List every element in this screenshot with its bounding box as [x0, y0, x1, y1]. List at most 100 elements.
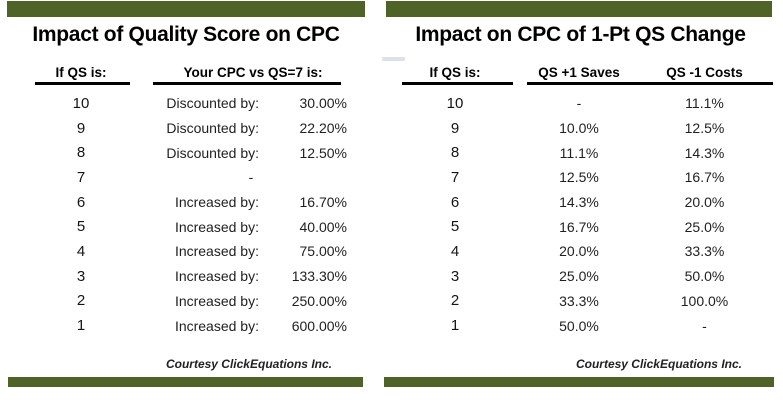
costs-value: 14.3%	[684, 144, 725, 161]
right-col-header-qs-plus1-saves: QS +1 Saves	[538, 65, 620, 80]
costs-value: -	[702, 317, 707, 334]
table-row: 7-	[7, 165, 365, 190]
qs-value: 3	[450, 267, 460, 285]
qs-value: 1	[76, 317, 86, 335]
table-row: 9 Discounted by: 22.20%	[7, 116, 365, 141]
costs-value: 12.5%	[684, 120, 725, 137]
qs-value: 4	[76, 242, 86, 260]
stray-line-artifact	[382, 57, 405, 61]
table-row: 10 - 11.1%	[386, 91, 775, 116]
top-accent-bar	[7, 1, 365, 17]
cpc-change-value: 75.00%	[299, 243, 347, 260]
saves-value: 12.5%	[559, 169, 599, 186]
table-row: 8 Discounted by: 12.50%	[7, 140, 365, 165]
bottom-accent-bar	[8, 377, 363, 387]
table-row: 10 Discounted by: 30.00%	[7, 91, 365, 116]
bottom-accent-bar	[384, 377, 774, 387]
qs-value: 10	[446, 94, 464, 112]
costs-value: 16.7%	[684, 169, 725, 186]
table-row: 4 Increased by: 75.00%	[7, 239, 365, 264]
qs-value: 9	[450, 119, 460, 137]
table-row: 9 10.0% 12.5%	[386, 116, 775, 141]
table-row: 2 33.3% 100.0%	[386, 289, 775, 314]
saves-value: 14.3%	[559, 194, 599, 211]
table-row: 5 Increased by: 40.00%	[7, 214, 365, 239]
table-row: 4 20.0% 33.3%	[386, 239, 775, 264]
saves-value: 20.0%	[559, 243, 599, 260]
qs-change-cpc-table-panel: Impact on CPC of 1-Pt QS Change If QS is…	[384, 0, 775, 404]
qs-value: 5	[450, 218, 460, 236]
adjustment-label: Discounted by:	[166, 144, 259, 161]
courtesy-credit: Courtesy ClickEquations Inc.	[575, 357, 742, 371]
qs-value: 2	[76, 292, 86, 310]
qs-value: 3	[76, 267, 86, 285]
cpc-change-value: 40.00%	[299, 218, 347, 235]
left-col-header-cpc-vs-qs7: Your CPC vs QS=7 is:	[183, 65, 323, 80]
cpc-change-value: 250.00%	[291, 292, 347, 309]
cpc-change-dash: -	[248, 169, 254, 186]
qs-value: 9	[76, 119, 86, 137]
cpc-change-value: 133.30%	[291, 268, 347, 285]
costs-value: 100.0%	[680, 292, 729, 309]
header-underline	[153, 82, 341, 85]
cpc-change-value: 30.00%	[299, 95, 347, 112]
qs-value: 1	[450, 317, 460, 335]
saves-value: 25.0%	[559, 268, 599, 285]
adjustment-label: Increased by:	[174, 268, 259, 285]
courtesy-credit: Courtesy ClickEquations Inc.	[165, 357, 332, 371]
header-underline	[402, 82, 513, 85]
cpc-change-value: 22.20%	[299, 120, 347, 137]
top-accent-bar	[386, 1, 772, 17]
left-table-title: Impact of Quality Score on CPC	[32, 23, 340, 46]
right-col-header-if-qs-is: If QS is:	[429, 65, 481, 80]
saves-value: 33.3%	[559, 292, 599, 309]
right-table-body: 10 - 11.1% 9 10.0% 12.5% 8 11.1% 14.3% 7 12.5% 16.7…	[386, 91, 775, 338]
qs-value: 6	[76, 193, 86, 211]
quality-score-cpc-table-panel: Impact of Quality Score on CPC If QS is:…	[7, 0, 365, 404]
table-row: 1 50.0% -	[386, 313, 775, 338]
adjustment-label: Increased by:	[174, 292, 259, 309]
saves-value: 16.7%	[559, 218, 599, 235]
table-row: 8 11.1% 14.3%	[386, 140, 775, 165]
costs-value: 33.3%	[684, 243, 725, 260]
adjustment-label: Increased by:	[174, 218, 259, 235]
table-row: 1 Increased by: 600.00%	[7, 313, 365, 338]
adjustment-label: Increased by:	[174, 243, 259, 260]
header-underline	[35, 82, 130, 85]
adjustment-label: Discounted by:	[166, 95, 259, 112]
saves-value: 50.0%	[559, 317, 599, 334]
costs-value: 25.0%	[684, 218, 725, 235]
header-underline	[527, 82, 773, 85]
right-col-header-qs-minus1-costs: QS -1 Costs	[666, 65, 743, 80]
adjustment-label: Increased by:	[174, 317, 259, 334]
table-row: 5 16.7% 25.0%	[386, 214, 775, 239]
qs-value: 6	[450, 193, 460, 211]
qs-value: 4	[450, 242, 460, 260]
saves-value: -	[576, 95, 582, 112]
cpc-change-value: 12.50%	[299, 144, 347, 161]
left-col-header-if-qs-is: If QS is:	[55, 65, 107, 80]
costs-value: 20.0%	[684, 194, 725, 211]
saves-value: 10.0%	[559, 120, 599, 137]
adjustment-label: Increased by:	[174, 194, 259, 211]
qs-value: 8	[450, 144, 460, 162]
table-row: 3 Increased by: 133.30%	[7, 264, 365, 289]
left-table-body: 10 Discounted by: 30.00% 9 Discounted by: 22.…	[7, 91, 365, 338]
costs-value: 50.0%	[684, 268, 725, 285]
saves-value: 11.1%	[559, 144, 599, 161]
qs-value: 5	[76, 218, 86, 236]
table-row: 6 14.3% 20.0%	[386, 190, 775, 215]
table-row: 2 Increased by: 250.00%	[7, 289, 365, 314]
right-table-title: Impact on CPC of 1-Pt QS Change	[415, 23, 746, 46]
qs-value: 10	[72, 94, 90, 112]
table-row: 7 12.5% 16.7%	[386, 165, 775, 190]
adjustment-label: Discounted by:	[166, 120, 259, 137]
cpc-change-value: 16.70%	[299, 194, 347, 211]
table-row: 6 Increased by: 16.70%	[7, 190, 365, 215]
qs-value: 2	[450, 292, 460, 310]
qs-value: 7	[76, 168, 86, 186]
qs-value: 8	[76, 144, 86, 162]
qs-value: 7	[450, 168, 460, 186]
costs-value: 11.1%	[685, 95, 724, 112]
